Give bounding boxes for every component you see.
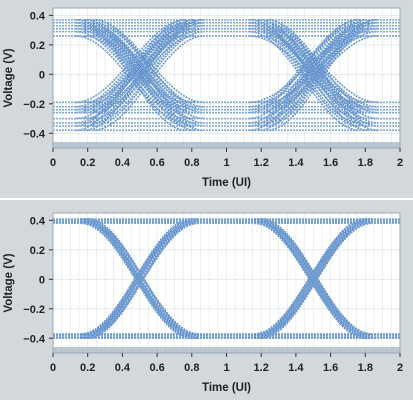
trace-group: [53, 218, 400, 340]
x-axis-label: Time (UI): [202, 177, 251, 189]
x-tick-label: 1.4: [288, 157, 304, 169]
x-tick-label: 1.8: [358, 157, 373, 169]
trace-rising-edge-highlight: [266, 31, 378, 107]
trace-rising-edge-highlight: [87, 221, 199, 335]
x-tick-label: 0.6: [149, 362, 164, 374]
x-tick-label: 1: [223, 362, 229, 374]
trace-rising-edge-highlight: [266, 22, 378, 127]
x-tick-label: 0.4: [115, 362, 131, 374]
trace-rising-edge-highlight: [257, 218, 369, 335]
trace-rising-edge-highlight: [92, 25, 204, 119]
trace-rising-edge-highlight: [266, 25, 378, 131]
y-tick-label: 0.4: [30, 215, 46, 227]
x-axis-label: Time (UI): [202, 382, 251, 394]
x-tick-label: 1: [223, 157, 229, 169]
axis-band: [53, 142, 400, 148]
trace-rising-edge-highlight: [261, 221, 373, 339]
eye-diagram-bottom: 0.4 0.2 0 −0.2 −0.4 0 0.2 0.4 0.6 0.8 1 1.2 1.4 1.6 1.…: [3, 212, 403, 394]
trace-rising-edge-highlight: [261, 223, 373, 335]
x-tick-label: 1.6: [323, 157, 338, 169]
x-tick-label: 1.4: [288, 362, 304, 374]
x-tick-label: 0.4: [115, 157, 131, 169]
x-tick-label: 0.6: [149, 157, 164, 169]
x-tick-label: 0: [50, 362, 56, 374]
trace-rising-edge-highlight: [92, 28, 204, 124]
y-tick-label: −0.4: [23, 333, 46, 345]
x-tick-label: 0.8: [184, 157, 199, 169]
y-tick-label: −0.2: [23, 304, 45, 316]
x-tick-label: 0: [50, 157, 56, 169]
y-tick-label: 0.4: [30, 10, 46, 22]
y-tick-label: −0.2: [23, 99, 45, 111]
y-axis-label: Voltage (V): [3, 253, 15, 312]
x-tick-label: 2: [397, 362, 403, 374]
axis-band: [53, 347, 400, 353]
trace-rising-edge-highlight: [261, 218, 373, 336]
trace-rising-edge-highlight: [257, 22, 369, 113]
trace-rising-edge-highlight: [87, 223, 199, 336]
x-tick-label: 2: [397, 157, 403, 169]
eye-diagram-top: 0.4 0.2 0 −0.2 −0.4 0 0.2 0.4 0.6 0.8 1 1.2 1.4 1.6 1.…: [3, 7, 403, 189]
trace-rising-edge-highlight: [266, 22, 378, 119]
x-tick-label: 1.2: [254, 157, 269, 169]
trace-rising-edge-highlight: [254, 220, 366, 335]
y-tick-label: 0: [39, 274, 45, 286]
x-tick-label: 1.6: [323, 362, 338, 374]
trace-group: [53, 19, 400, 132]
x-tick-label: 0.8: [184, 362, 199, 374]
x-tick-label: 1.2: [254, 362, 269, 374]
trace-rising-edge-highlight: [84, 22, 196, 103]
x-tick-label: 1.8: [358, 362, 373, 374]
y-axis-label: Voltage (V): [3, 48, 15, 107]
y-tick-label: 0: [39, 69, 45, 81]
y-tick-label: 0.2: [30, 245, 45, 257]
trace-rising-edge-highlight: [266, 19, 378, 113]
x-tick-label: 0.2: [80, 157, 95, 169]
x-tick-label: 0.2: [80, 362, 95, 374]
trace-rising-edge-highlight: [266, 35, 378, 110]
trace-rising-edge-highlight: [92, 31, 204, 127]
trace-rising-edge-highlight: [92, 19, 204, 103]
trace-rising-edge-highlight: [257, 35, 369, 107]
trace-rising-edge-highlight: [80, 220, 192, 336]
trace-rising-edge-highlight: [80, 218, 192, 335]
trace-rising-edge-highlight: [257, 220, 369, 336]
trace-rising-edge-highlight: [92, 35, 204, 131]
trace-rising-edge-highlight: [92, 22, 204, 107]
y-tick-label: 0.2: [30, 40, 45, 52]
trace-rising-edge-highlight: [249, 35, 361, 103]
y-tick-label: −0.4: [23, 128, 46, 140]
trace-rising-edge-highlight: [84, 218, 196, 336]
